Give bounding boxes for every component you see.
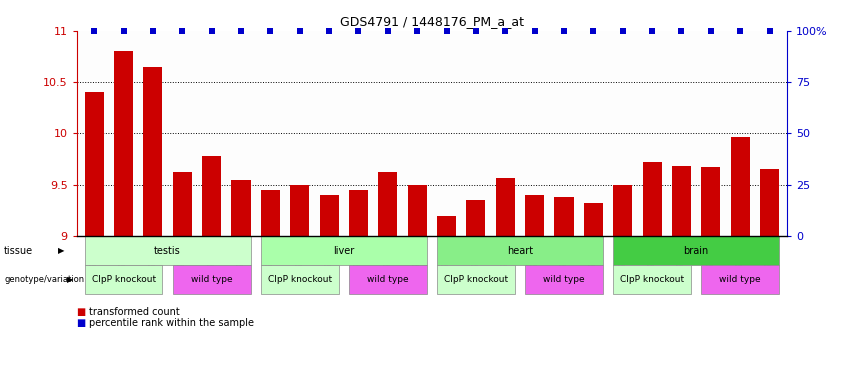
Bar	[320, 195, 339, 236]
Bar	[525, 195, 544, 236]
Bar	[584, 203, 603, 236]
Bar	[614, 185, 632, 236]
Text: ClpP knockout: ClpP knockout	[444, 275, 508, 284]
Text: transformed count: transformed count	[89, 307, 180, 317]
Text: liver: liver	[334, 245, 354, 256]
Text: ▶: ▶	[58, 246, 65, 255]
Bar	[143, 67, 163, 236]
Bar	[290, 185, 309, 236]
Text: genotype/variation: genotype/variation	[4, 275, 84, 284]
Bar	[84, 92, 104, 236]
Text: ▶: ▶	[67, 275, 74, 284]
Text: ■: ■	[77, 318, 86, 328]
Text: ClpP knockout: ClpP knockout	[620, 275, 684, 284]
Title: GDS4791 / 1448176_PM_a_at: GDS4791 / 1448176_PM_a_at	[340, 15, 524, 28]
Text: ClpP knockout: ClpP knockout	[268, 275, 332, 284]
Bar	[173, 172, 191, 236]
Text: heart: heart	[507, 245, 533, 256]
Bar	[231, 180, 250, 236]
Bar	[496, 178, 515, 236]
Bar	[349, 190, 368, 236]
Bar	[672, 166, 691, 236]
Text: wild type: wild type	[367, 275, 408, 284]
Text: ClpP knockout: ClpP knockout	[92, 275, 156, 284]
Bar	[379, 172, 397, 236]
Bar	[261, 190, 280, 236]
Text: tissue: tissue	[4, 245, 33, 256]
Bar	[731, 137, 750, 236]
Bar	[643, 162, 661, 236]
Bar	[760, 169, 780, 236]
Text: ■: ■	[77, 307, 86, 317]
Text: percentile rank within the sample: percentile rank within the sample	[89, 318, 254, 328]
Bar	[466, 200, 485, 236]
Text: testis: testis	[154, 245, 181, 256]
Bar	[437, 216, 456, 236]
Bar	[408, 185, 426, 236]
Text: wild type: wild type	[543, 275, 585, 284]
Text: wild type: wild type	[719, 275, 761, 284]
Bar	[701, 167, 721, 236]
Bar	[555, 197, 574, 236]
Text: wild type: wild type	[191, 275, 232, 284]
Bar	[114, 51, 133, 236]
Text: brain: brain	[683, 245, 709, 256]
Bar	[203, 156, 221, 236]
